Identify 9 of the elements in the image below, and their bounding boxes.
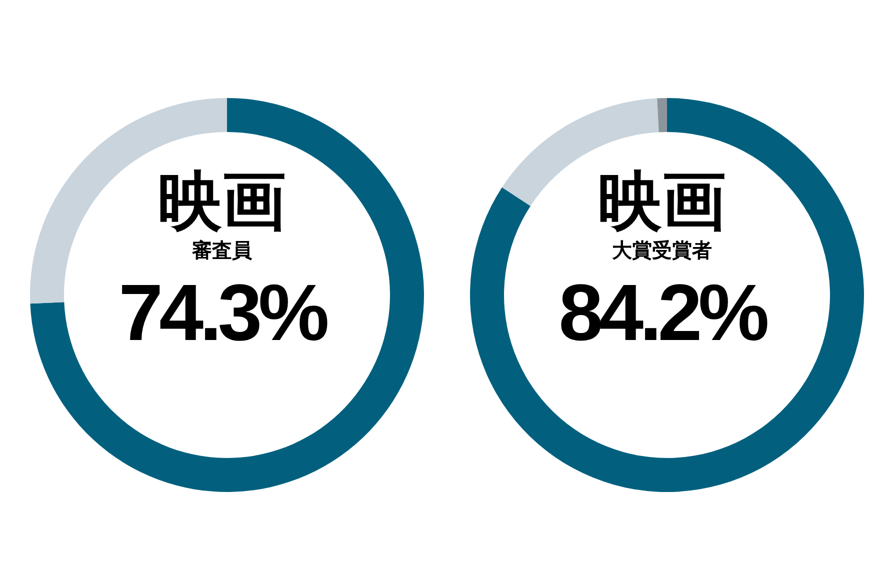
text: 映画: [597, 165, 727, 237]
text: 審査員: [191, 238, 253, 264]
donut-slice: [657, 98, 667, 132]
donut-slice: [30, 98, 424, 492]
data-label: 84.2%: [558, 267, 767, 359]
donut-slice: [470, 98, 864, 492]
text: 映画: [157, 165, 287, 237]
text: 大賞受賞者: [611, 239, 713, 264]
data-label: 74.3%: [118, 267, 327, 359]
